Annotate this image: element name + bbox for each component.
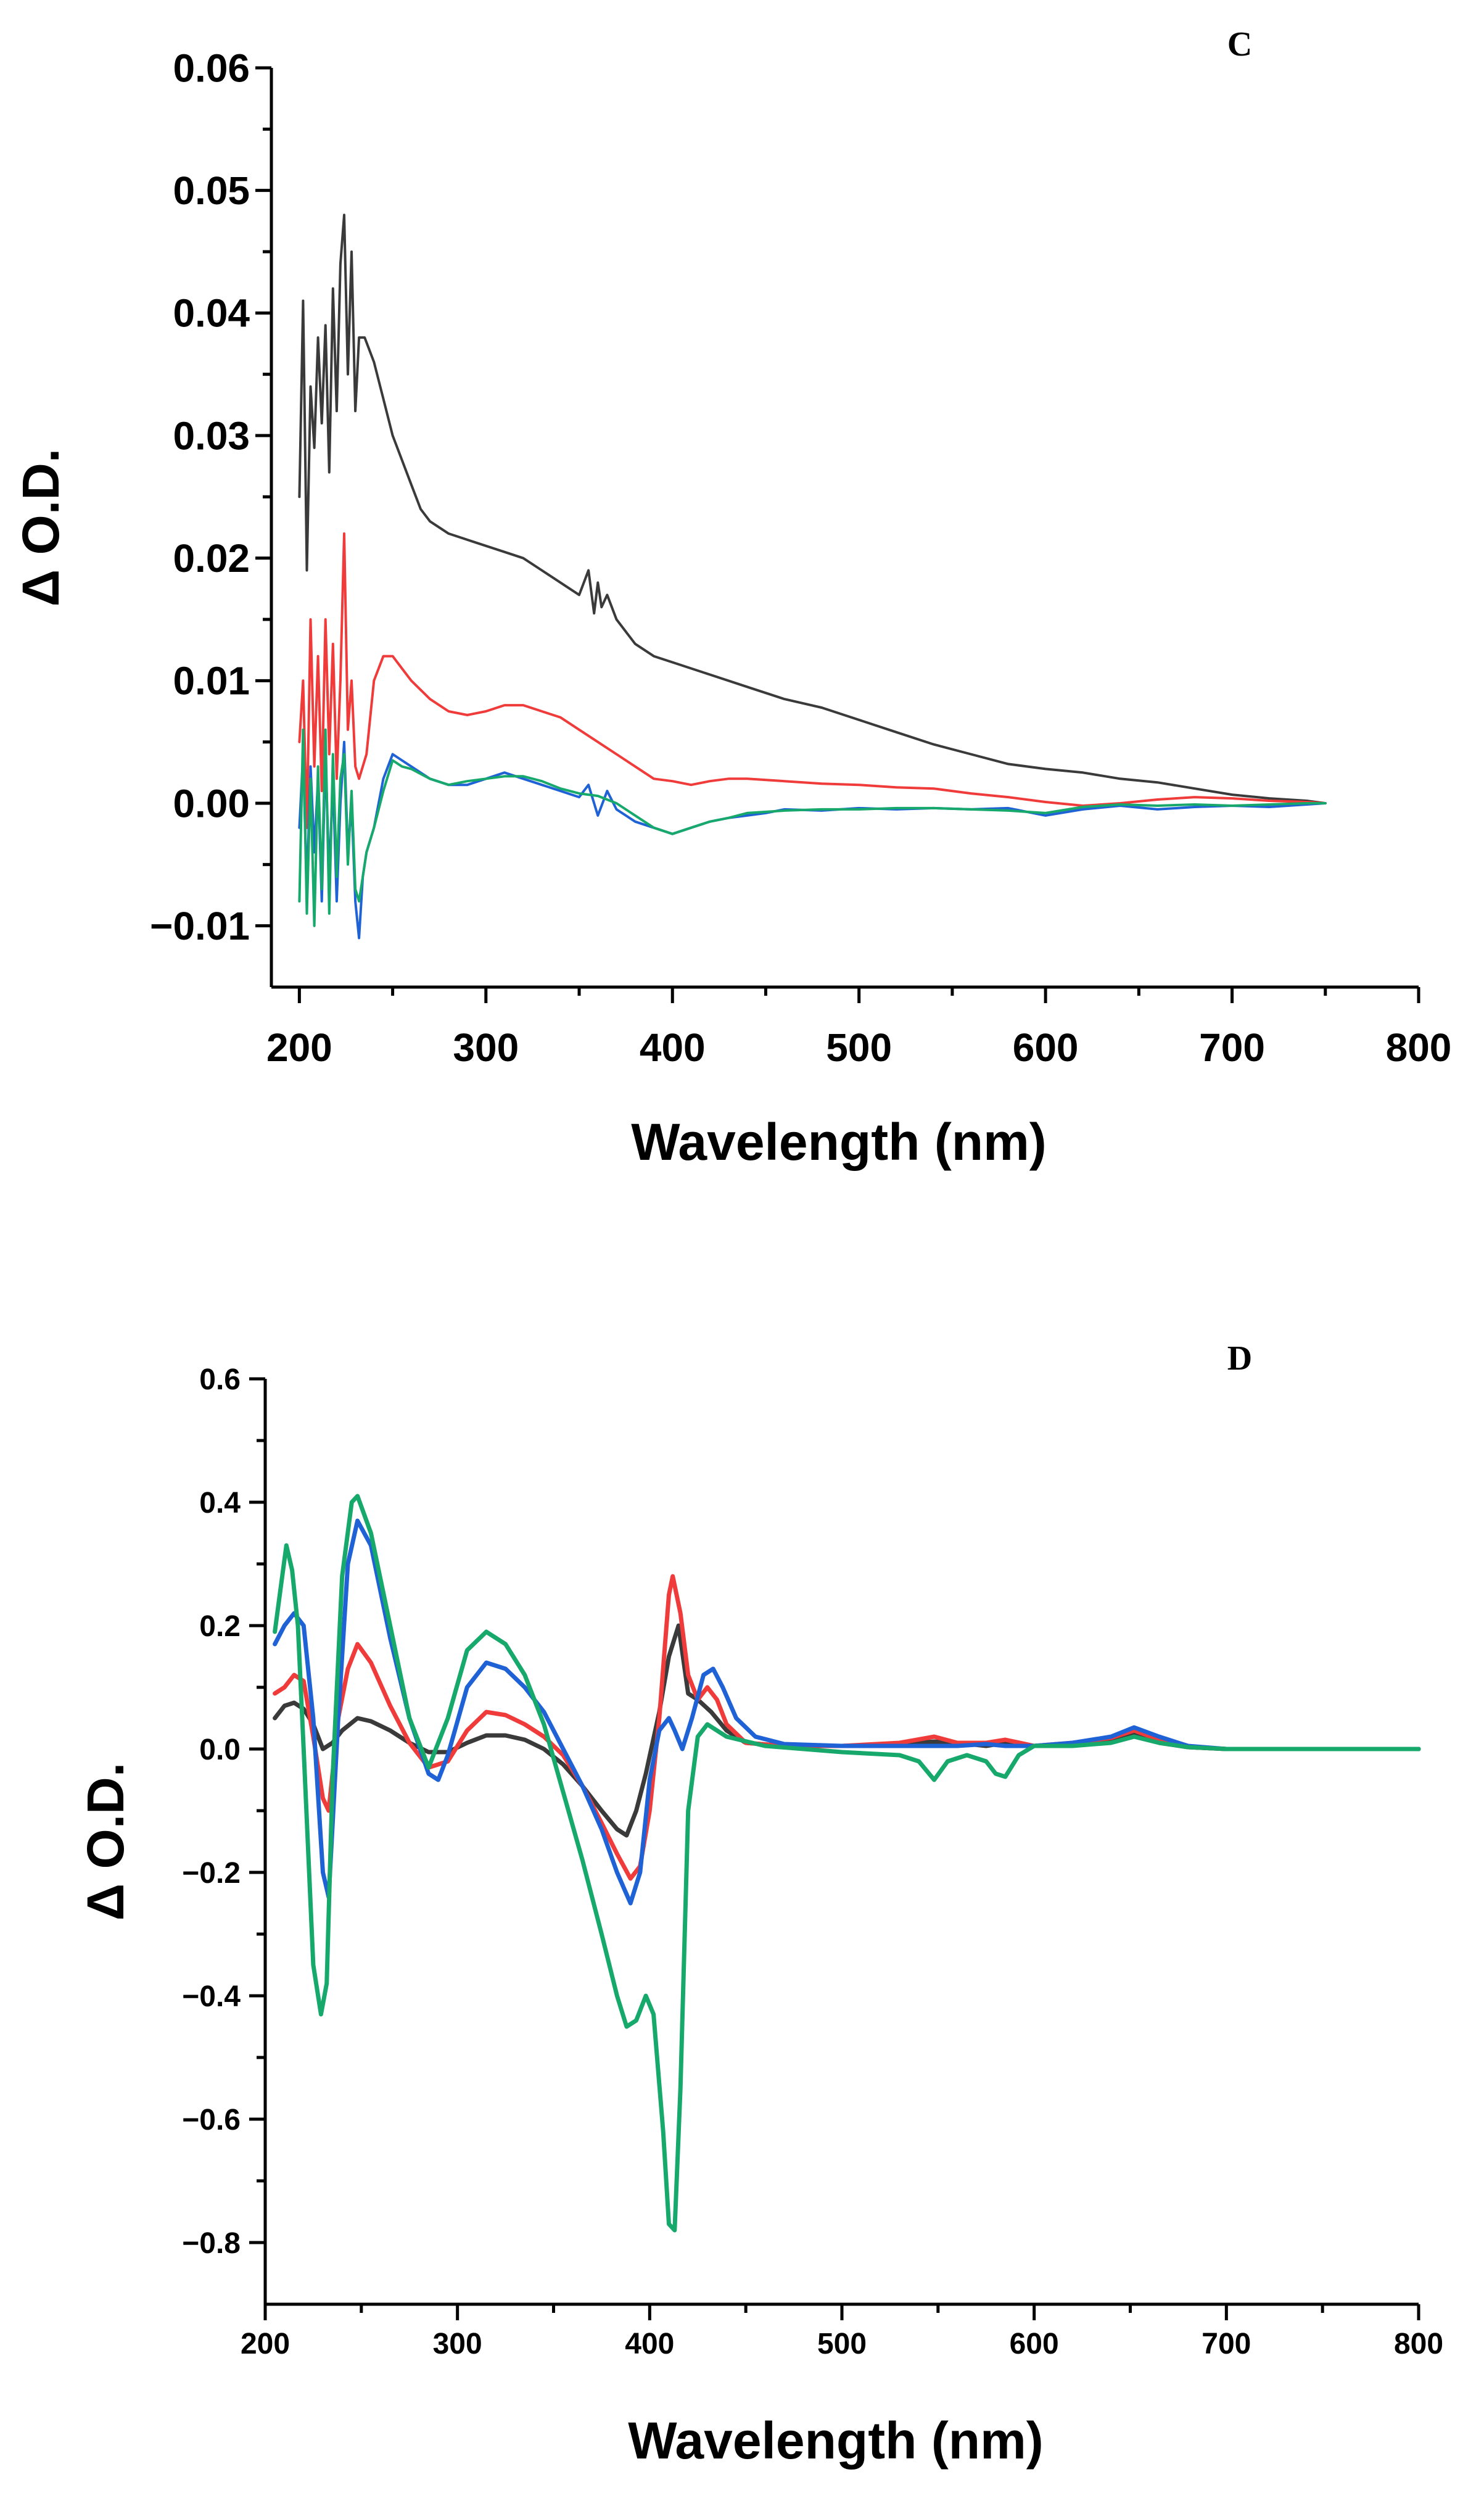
x-axis-title-d: Wavelength (nm) <box>628 2412 1044 2470</box>
y-tick-label-d: −0.6 <box>182 2104 241 2136</box>
y-tick-label-c: 0.06 <box>173 46 250 90</box>
x-tick-label-c: 200 <box>266 1025 332 1070</box>
x-tick-label-c: 700 <box>1199 1025 1265 1070</box>
y-tick-label-c: 0.01 <box>173 659 250 703</box>
y-tick-label-d: 0.2 <box>199 1610 241 1643</box>
series-line-c-black <box>298 213 1327 804</box>
y-tick-label-d: 0.4 <box>199 1487 241 1520</box>
y-tick-label-d: −0.8 <box>182 2227 241 2260</box>
y-tick-label-c: 0.02 <box>173 536 250 581</box>
series-line-d-black <box>273 1623 1421 1838</box>
y-tick-label-c: 0.04 <box>173 291 250 336</box>
series-line-c-blue <box>298 740 1327 940</box>
y-tick-label-c: 0.05 <box>173 168 250 213</box>
chart-panel-d: 200 300 400 500 600 700 800 −0.8 −0.6 −0.4 −0.2 0.0… <box>76 1339 1443 2470</box>
series-line-c-red <box>298 532 1327 829</box>
chart-panel-c: 200 300 400 500 600 700 800 −0.01 0.00 0.01 0.02 0.… <box>12 25 1451 1171</box>
x-tick-label-d: 700 <box>1202 2328 1251 2360</box>
y-axis-title-c: Δ O.D. <box>12 449 70 606</box>
series-line-d-green <box>273 1494 1421 2233</box>
series-line-c-green <box>298 728 1327 927</box>
x-tick-label-d: 300 <box>433 2328 482 2360</box>
y-tick-label-c: 0.03 <box>173 413 250 458</box>
panel-letter-c: C <box>1227 25 1252 64</box>
y-tick-label-d: 0.6 <box>199 1363 241 1396</box>
panel-letter-d: D <box>1227 1339 1252 1378</box>
series-line-d-red <box>273 1574 1421 1881</box>
x-tick-label-d: 600 <box>1010 2328 1059 2360</box>
x-tick-label-c: 400 <box>640 1025 706 1070</box>
series-line-d-blue <box>273 1518 1421 1906</box>
x-tick-label-c: 300 <box>453 1025 519 1070</box>
x-tick-label-c: 800 <box>1386 1025 1452 1070</box>
y-tick-label-c: 0.00 <box>173 781 250 825</box>
x-axis-title-c: Wavelength (nm) <box>631 1113 1047 1171</box>
x-tick-label-d: 200 <box>241 2328 290 2360</box>
y-tick-label-d: −0.4 <box>182 1980 241 2013</box>
x-tick-label-d: 800 <box>1394 2328 1443 2360</box>
x-tick-label-d: 500 <box>817 2328 867 2360</box>
y-tick-label-d: 0.0 <box>199 1734 241 1766</box>
x-tick-label-d: 400 <box>625 2328 674 2360</box>
x-tick-label-c: 600 <box>1013 1025 1079 1070</box>
y-tick-label-c: −0.01 <box>150 904 250 948</box>
y-tick-label-d: −0.2 <box>182 1857 241 1890</box>
y-axis-title-d: Δ O.D. <box>76 1763 134 1921</box>
x-tick-label-c: 500 <box>826 1025 892 1070</box>
